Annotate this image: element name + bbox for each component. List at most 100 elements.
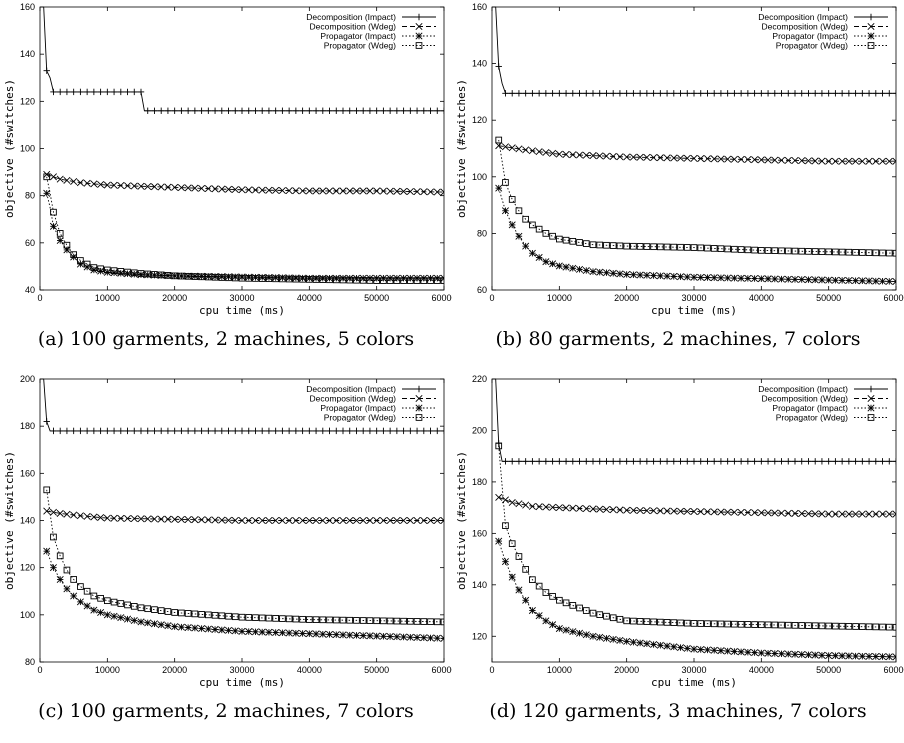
series-point-1 [420,427,427,435]
y-tick-label: 120 [472,631,487,641]
legend-marker [415,22,423,31]
series-point-4 [272,615,279,622]
legend: Decomposition (Impact)Decomposition (Wde… [758,12,888,51]
series-point-4 [77,583,84,590]
x-tick-label: 20000 [162,293,187,303]
series-point-4 [211,611,219,619]
series-point-4 [609,614,617,622]
series-point-1 [643,90,651,97]
series-point-3 [751,649,759,657]
series-point-3 [643,271,651,279]
series-point-1 [43,418,50,425]
series-point-3 [137,618,145,626]
series-point-1 [576,458,583,465]
series-point-2 [778,509,786,517]
series-point-2 [737,508,745,516]
series-point-4 [164,272,172,279]
series-point-1 [259,427,266,435]
series-point-1 [43,67,50,74]
series-point-4 [386,277,394,284]
series-point-3 [332,631,340,639]
legend-marker [415,394,423,403]
series-point-4 [576,604,583,612]
plot-area [495,7,896,286]
series-point-2 [305,516,313,525]
series-point-1 [838,458,846,465]
series-point-4 [50,533,57,541]
y-tick-label: 160 [472,2,487,12]
series-point-3 [292,274,300,282]
series-point-4 [339,276,347,284]
series-point-4 [616,615,624,623]
series-point-3 [124,270,132,278]
legend-marker [867,385,875,393]
x-tick-label: 50000 [816,665,841,675]
series-point-2 [838,510,846,518]
series-point-4 [117,268,125,275]
series-point-4 [366,277,374,284]
series-point-1 [616,90,624,97]
y-tick-label: 200 [20,374,35,384]
series-point-1 [339,107,347,114]
series-point-3 [650,640,658,649]
series-point-3 [522,596,530,604]
series-point-1 [724,90,731,97]
series-point-2 [677,507,685,515]
series-point-1 [380,427,387,435]
series-point-3 [97,608,105,616]
series-point-2 [386,187,394,195]
legend-marker [415,385,423,393]
series-point-1 [238,107,246,114]
series-point-1 [812,458,819,465]
series-point-1 [131,88,138,96]
series-point-2 [650,507,658,515]
series-point-2 [764,509,772,517]
series-point-2 [393,516,401,525]
series-point-4 [157,607,165,614]
series-point-2 [555,504,563,512]
series-point-3 [724,274,732,282]
series-point-2 [150,515,158,523]
series-point-4 [70,576,77,583]
series-point-2 [670,154,678,162]
series-point-2 [366,516,374,525]
series-point-4 [657,618,664,626]
series-point-4 [865,249,873,256]
series-point-3 [326,630,334,638]
legend-marker [415,404,423,412]
series-point-4 [353,617,360,624]
series-point-2 [818,510,826,518]
series-point-4 [731,245,738,253]
series-point-3 [549,260,557,268]
series-point-3 [872,277,880,285]
series-point-3 [359,632,367,640]
series-point-1 [589,90,597,97]
series-point-1 [657,90,664,97]
series-point-2 [285,516,293,525]
series-point-2 [737,155,745,163]
series-point-2 [76,179,84,187]
series-point-1 [232,427,239,435]
series-point-4 [157,271,165,279]
series-point-3 [885,653,893,661]
series-point-2 [865,157,873,165]
series-point-1 [137,427,145,435]
series-point-3 [623,637,631,645]
series-point-4 [184,272,192,280]
y-tick-label: 160 [472,528,487,538]
series-point-4 [252,275,259,282]
series-point-4 [845,623,853,630]
series-point-2 [589,152,597,160]
series-point-2 [710,508,718,516]
series-point-1 [616,458,624,465]
series-point-2 [656,507,664,515]
series-point-2 [379,187,387,195]
series-point-2 [184,184,192,192]
series-point-2 [191,516,199,524]
series-point-1 [825,458,832,465]
series-point-3 [130,616,138,625]
series-point-1 [522,90,529,97]
series-point-2 [225,185,233,193]
series-point-2 [164,183,172,191]
series-point-3 [764,649,772,657]
